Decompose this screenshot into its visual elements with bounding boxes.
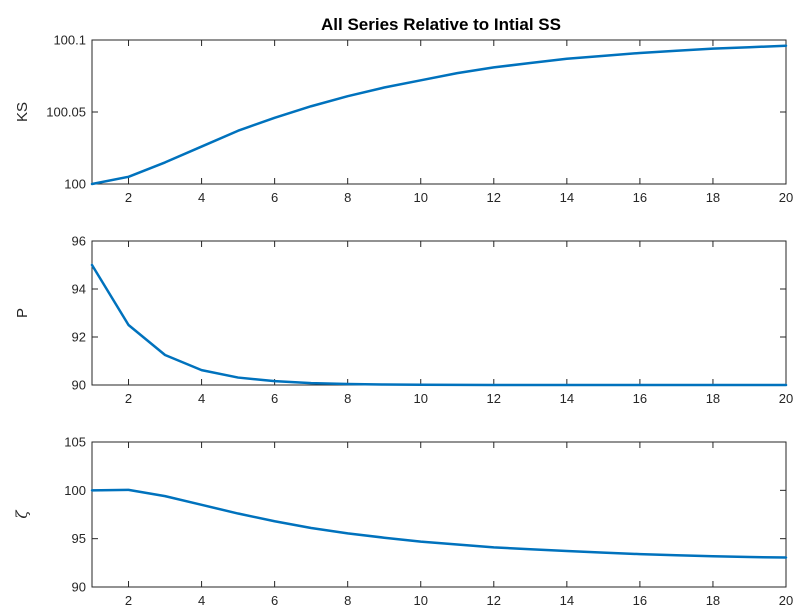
axes-box (91, 441, 787, 588)
y-tick-label: 100 (64, 177, 86, 192)
x-tick-label: 16 (633, 593, 647, 608)
series-line (90, 44, 788, 186)
axes-box (91, 39, 787, 185)
x-tick-label: 18 (706, 391, 720, 406)
x-tick-label: 2 (125, 190, 132, 205)
y-tick-label: 100 (64, 483, 86, 498)
x-tick-label: 6 (271, 593, 278, 608)
x-tick-label: 14 (560, 190, 574, 205)
subplots: 2 4 6 8 10 12 14 16 18 20 100 100.05 100.1 KS 2 4 6 8 10 12… (13, 33, 793, 609)
x-tick-label: 6 (271, 190, 278, 205)
y-tick-label: 96 (72, 234, 86, 249)
y-tick-label: 95 (72, 531, 86, 546)
x-tick-label: 8 (344, 190, 351, 205)
x-tick-label: 18 (706, 593, 720, 608)
x-tick-label: 2 (125, 391, 132, 406)
subplot-3: 2 4 6 8 10 12 14 16 18 20 90 95 100 105 ζ (13, 435, 793, 609)
axes-box (91, 240, 787, 386)
x-tick-label: 20 (779, 391, 793, 406)
x-tick-label: 20 (779, 190, 793, 205)
x-tick-label: 6 (271, 391, 278, 406)
series-line (90, 488, 788, 559)
x-tick-label: 4 (198, 593, 205, 608)
x-tick-label: 14 (560, 391, 574, 406)
subplot-1: 2 4 6 8 10 12 14 16 18 20 100 100.05 100.1 KS (14, 33, 793, 206)
x-tick-label: 12 (487, 190, 501, 205)
x-tick-label: 2 (125, 593, 132, 608)
x-tick-label: 18 (706, 190, 720, 205)
x-tick-label: 10 (414, 190, 428, 205)
x-tick-label: 14 (560, 593, 574, 608)
series-line (90, 263, 788, 387)
y-tick-label: 94 (72, 282, 86, 297)
x-tick-label: 12 (487, 593, 501, 608)
y-tick-label: 100.1 (53, 33, 86, 48)
x-tick-label: 4 (198, 391, 205, 406)
x-tick-label: 20 (779, 593, 793, 608)
chart-title: All Series Relative to Intial SS (321, 15, 561, 34)
x-tick-label: 10 (414, 391, 428, 406)
y-tick-label: 90 (72, 580, 86, 595)
subplot-2: 2 4 6 8 10 12 14 16 18 20 90 92 94 96 P (14, 234, 793, 407)
y-axis-label: ζ (13, 510, 31, 519)
x-tick-label: 8 (344, 593, 351, 608)
x-tick-label: 8 (344, 391, 351, 406)
y-tick-label: 90 (72, 378, 86, 393)
x-tick-label: 16 (633, 190, 647, 205)
x-tick-label: 12 (487, 391, 501, 406)
x-tick-label: 10 (414, 593, 428, 608)
x-tick-label: 4 (198, 190, 205, 205)
y-axis-label: P (14, 308, 31, 318)
y-tick-label: 100.05 (46, 105, 86, 120)
y-axis-label: KS (14, 102, 31, 122)
x-tick-label: 16 (633, 391, 647, 406)
y-tick-label: 105 (64, 435, 86, 450)
y-tick-label: 92 (72, 330, 86, 345)
